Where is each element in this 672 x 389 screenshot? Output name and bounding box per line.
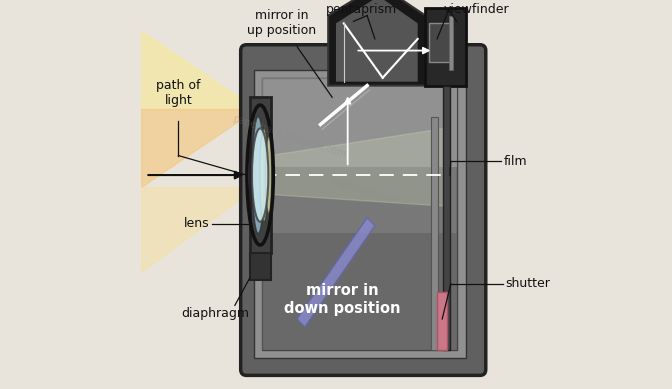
Text: pentaprism: pentaprism — [326, 3, 397, 16]
Ellipse shape — [265, 136, 271, 214]
Text: diaphragm: diaphragm — [181, 307, 249, 320]
Text: paperback.imperga.com: paperback.imperga.com — [231, 113, 347, 159]
Bar — [449, 16, 454, 70]
Bar — [425, 8, 466, 86]
Polygon shape — [297, 218, 375, 327]
Text: paperbacklines.com: paperbacklines.com — [330, 176, 420, 213]
Bar — [249, 253, 271, 280]
Polygon shape — [142, 109, 256, 187]
Bar — [431, 117, 438, 350]
Bar — [262, 78, 456, 350]
Bar — [443, 86, 450, 350]
Text: viewfinder: viewfinder — [444, 3, 509, 16]
Bar — [262, 233, 456, 350]
Text: film: film — [503, 155, 527, 168]
Bar — [249, 97, 271, 253]
Text: lens: lens — [184, 217, 210, 230]
Ellipse shape — [253, 117, 264, 233]
Bar — [437, 292, 447, 350]
Text: mirror in
down position: mirror in down position — [284, 283, 400, 316]
Bar — [254, 70, 466, 358]
Text: mirror in
up position: mirror in up position — [247, 9, 316, 37]
Polygon shape — [142, 31, 256, 109]
Polygon shape — [142, 187, 256, 272]
Ellipse shape — [252, 128, 268, 222]
Polygon shape — [270, 128, 445, 206]
Ellipse shape — [260, 128, 268, 222]
Bar — [262, 78, 456, 167]
FancyBboxPatch shape — [241, 45, 486, 375]
Text: path of
light: path of light — [156, 79, 201, 107]
Polygon shape — [336, 0, 418, 82]
Polygon shape — [328, 0, 425, 86]
Text: shutter: shutter — [505, 277, 550, 291]
Bar — [429, 23, 452, 62]
